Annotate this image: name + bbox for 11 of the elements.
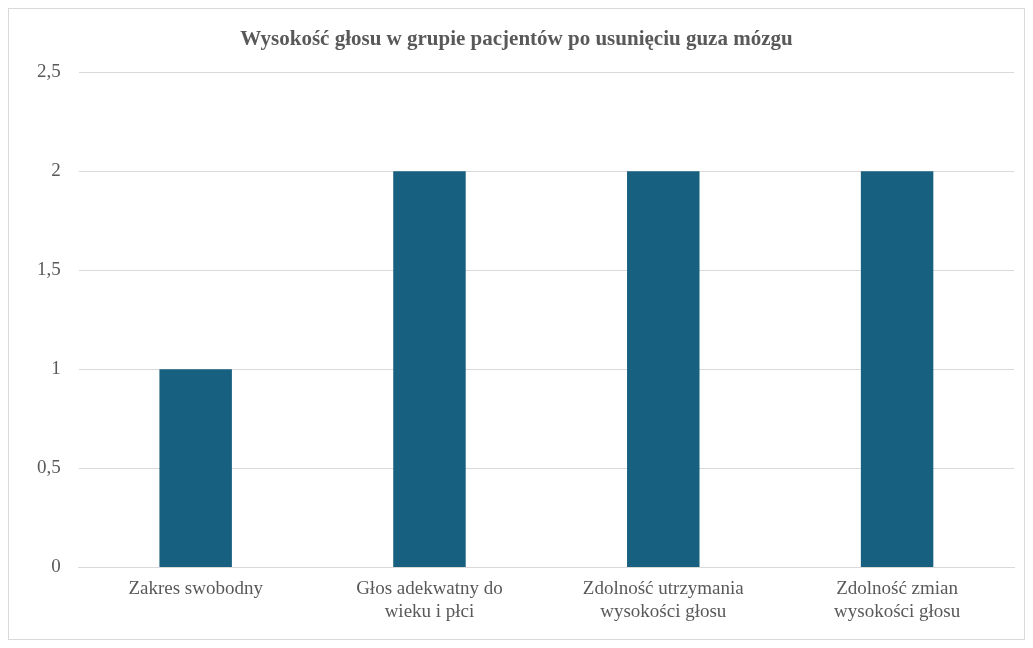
y-tick-label: 0 (51, 555, 61, 577)
y-tick-label: 1,5 (37, 258, 61, 280)
x-tick-label: Głos adekwatny do wieku i płci (356, 576, 503, 621)
x-tick-label: Zdolność utrzymania wysokości głosu (582, 576, 745, 621)
y-tick-label: 1 (51, 357, 61, 379)
chart-title: Wysokość głosu w grupie pacjentów po usunięciu guza mózgu (240, 26, 793, 51)
x-tick-label: Zakres swobodny (128, 576, 264, 598)
y-tick-label: 2,5 (37, 60, 61, 82)
y-tick-label: 2 (51, 159, 61, 181)
x-tick-label: Zdolność zmian wysokości głosu (834, 576, 961, 621)
y-tick-label: 0,5 (37, 456, 61, 478)
